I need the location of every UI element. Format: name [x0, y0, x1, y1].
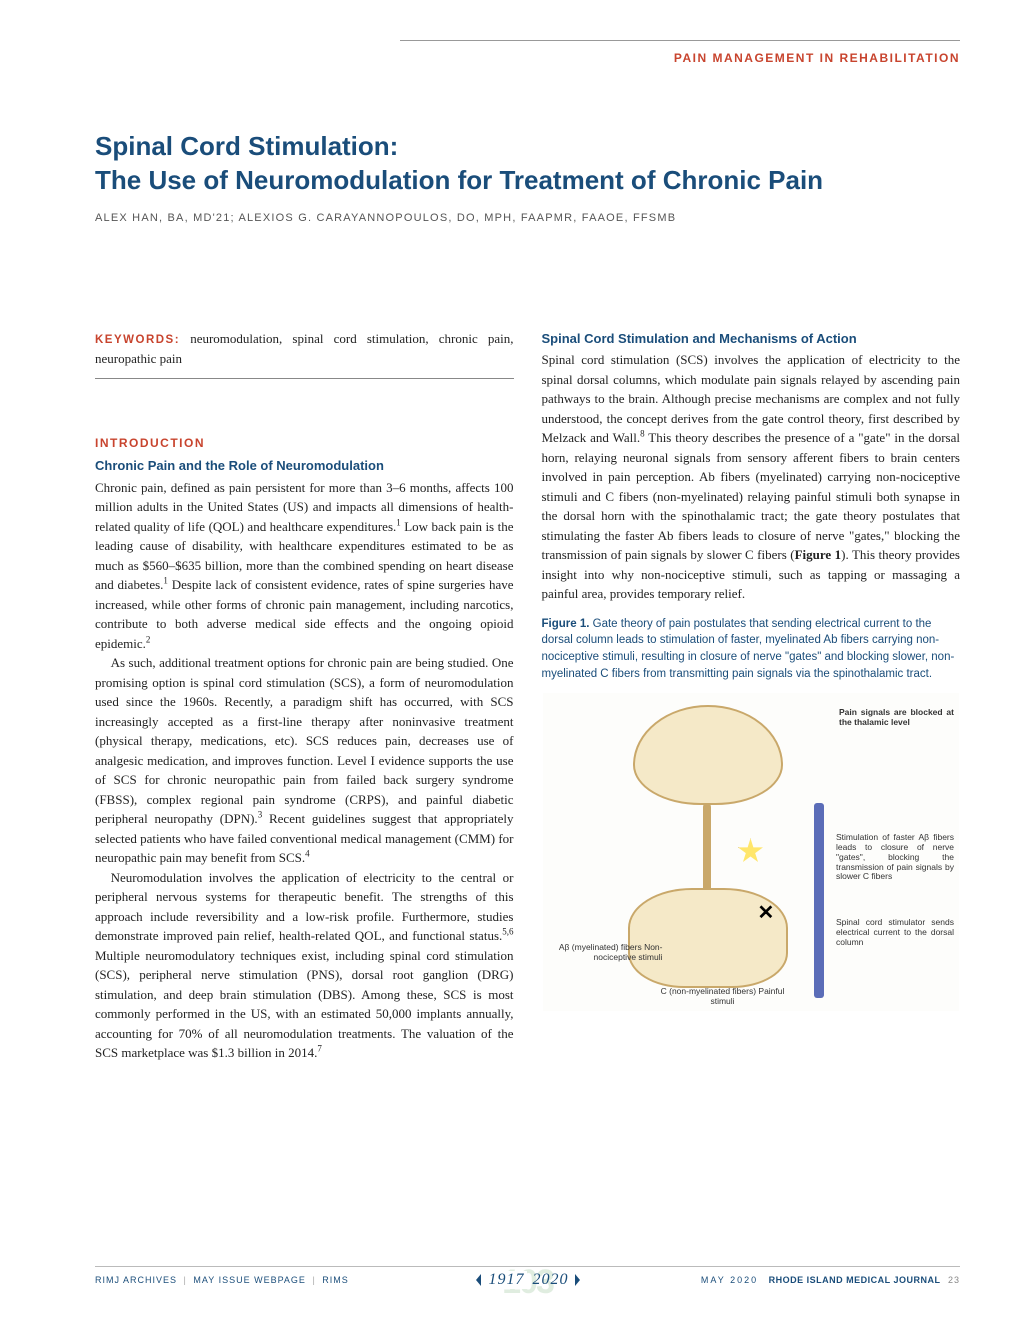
footer-month: MAY 2020 — [701, 1275, 758, 1285]
section-header: PAIN MANAGEMENT IN REHABILITATION — [674, 51, 960, 65]
footer-divider: | — [184, 1275, 187, 1285]
footer-issue[interactable]: MAY ISSUE WEBPAGE — [193, 1275, 306, 1285]
keywords-block: KEYWORDS: neuromodulation, spinal cord s… — [95, 329, 514, 380]
footer-page: 23 — [948, 1275, 960, 1285]
figure-diagram: ✕ Pain signals are blocked at the thalam… — [542, 692, 961, 1012]
introduction-heading: INTRODUCTION — [95, 434, 514, 452]
footer-right: MAY 2020 RHODE ISLAND MEDICAL JOURNAL 23 — [701, 1275, 960, 1285]
figure-ref: Figure 1 — [795, 547, 842, 562]
spark-icon — [738, 838, 764, 864]
body-paragraph-1: Chronic pain, defined as pain persistent… — [95, 478, 514, 654]
brain-shape — [633, 705, 783, 805]
body-paragraph-4: Spinal cord stimulation (SCS) involves t… — [542, 350, 961, 604]
title-block: Spinal Cord Stimulation: The Use of Neur… — [95, 130, 960, 224]
keywords-label: KEYWORDS: — [95, 334, 180, 346]
fig-label-brain: Pain signals are blocked at the thalamic… — [839, 708, 954, 728]
fig-label-c: C (non-myelinated fibers) Painful stimul… — [653, 987, 793, 1007]
section-header-bar: PAIN MANAGEMENT IN REHABILITATION — [400, 40, 960, 67]
footer-rims[interactable]: RIMS — [322, 1275, 349, 1285]
x-block-icon: ✕ — [758, 898, 776, 916]
p2: As such, additional treatment options fo… — [95, 655, 514, 826]
subheading-chronic-pain: Chronic Pain and the Role of Neuromodula… — [95, 456, 514, 476]
p3a: Neuromodulation involves the application… — [95, 870, 514, 944]
footer-center: 103 1917 2020 — [473, 1271, 583, 1289]
keywords-rule — [95, 378, 514, 379]
diamond-right-icon — [575, 1274, 583, 1286]
footer-left: RIMJ ARCHIVES | MAY ISSUE WEBPAGE | RIMS — [95, 1275, 349, 1285]
fig-label-stim: Stimulation of faster Aβ fibers leads to… — [836, 833, 954, 882]
ref-4: 4 — [305, 849, 310, 859]
stimulator-lead — [814, 803, 824, 998]
year-founded: 1917 — [487, 1271, 527, 1289]
figure-label: Figure 1. — [542, 618, 590, 630]
figure-caption-text: Gate theory of pain postulates that send… — [542, 618, 955, 680]
authors-line: ALEX HAN, BA, MD'21; ALEXIOS G. CARAYANN… — [95, 212, 960, 224]
page-footer: RIMJ ARCHIVES | MAY ISSUE WEBPAGE | RIMS… — [95, 1266, 960, 1285]
year-current: 2020 — [533, 1271, 569, 1289]
fig-label-stim2: Spinal cord stimulator sends electrical … — [836, 918, 954, 947]
article-title-line2: The Use of Neuromodulation for Treatment… — [95, 164, 960, 198]
ref-2: 2 — [146, 635, 151, 645]
article-title-line1: Spinal Cord Stimulation: — [95, 130, 960, 164]
footer-archives[interactable]: RIMJ ARCHIVES — [95, 1275, 177, 1285]
figure-caption: Figure 1. Gate theory of pain postulates… — [542, 616, 961, 683]
subheading-scs-mechanisms: Spinal Cord Stimulation and Mechanisms o… — [542, 329, 961, 349]
fig-label-ab: Aβ (myelinated) fibers Non-nociceptive s… — [548, 943, 663, 963]
content-columns: KEYWORDS: neuromodulation, spinal cord s… — [95, 329, 960, 1063]
p4b: This theory describes the presence of a … — [542, 430, 961, 562]
footer-journal: RHODE ISLAND MEDICAL JOURNAL — [769, 1275, 941, 1285]
ref-7: 7 — [317, 1044, 322, 1054]
footer-divider-2: | — [312, 1275, 315, 1285]
diamond-left-icon — [473, 1274, 481, 1286]
body-paragraph-2: As such, additional treatment options fo… — [95, 653, 514, 868]
ref-56: 5,6 — [502, 927, 513, 937]
body-paragraph-3: Neuromodulation involves the application… — [95, 868, 514, 1063]
